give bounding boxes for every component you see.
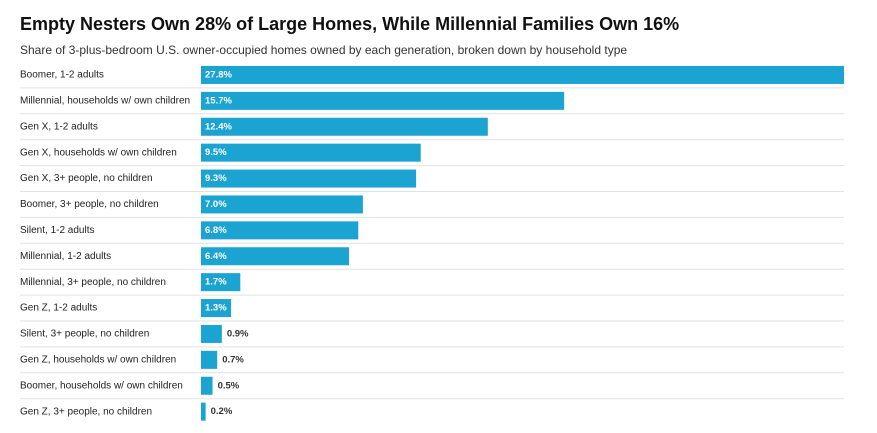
bar bbox=[201, 65, 844, 84]
category-label: Gen Z, 1-2 adults bbox=[20, 303, 97, 314]
category-label: Gen X, 3+ people, no children bbox=[20, 173, 153, 184]
value-label: 9.3% bbox=[205, 173, 227, 184]
bar bbox=[201, 376, 213, 395]
bar bbox=[201, 247, 350, 266]
value-label: 0.9% bbox=[227, 328, 249, 339]
category-label: Boomer, households w/ own children bbox=[20, 380, 183, 391]
bar bbox=[201, 350, 218, 369]
category-label: Boomer, 1-2 adults bbox=[20, 70, 104, 81]
value-label: 6.4% bbox=[205, 251, 227, 262]
bar bbox=[201, 169, 417, 188]
category-label: Silent, 1-2 adults bbox=[20, 225, 95, 236]
bar bbox=[201, 324, 222, 343]
category-label: Gen X, households w/ own children bbox=[20, 147, 177, 158]
bar bbox=[201, 91, 565, 110]
category-label: Gen Z, 3+ people, no children bbox=[20, 406, 152, 417]
category-label: Millennial, 1-2 adults bbox=[20, 251, 111, 262]
bar bbox=[201, 273, 241, 292]
bar bbox=[201, 195, 363, 214]
value-label: 0.5% bbox=[218, 380, 240, 391]
chart-title: Empty Nesters Own 28% of Large Homes, Wh… bbox=[20, 14, 679, 34]
bar bbox=[201, 117, 488, 136]
category-label: Boomer, 3+ people, no children bbox=[20, 199, 159, 210]
bar bbox=[201, 221, 359, 240]
chart-subtitle: Share of 3-plus-bedroom U.S. owner-occup… bbox=[20, 43, 627, 57]
value-label: 27.8% bbox=[205, 69, 232, 80]
value-label: 1.3% bbox=[205, 303, 227, 314]
bar bbox=[201, 143, 421, 162]
value-label: 0.2% bbox=[211, 406, 233, 417]
category-label: Millennial, 3+ people, no children bbox=[20, 277, 166, 288]
value-label: 15.7% bbox=[205, 95, 232, 106]
value-label: 9.5% bbox=[205, 147, 227, 158]
bar bbox=[201, 299, 232, 318]
value-label: 6.8% bbox=[205, 225, 227, 236]
category-label: Silent, 3+ people, no children bbox=[20, 329, 149, 340]
category-label: Gen X, 1-2 adults bbox=[20, 121, 98, 132]
bar bbox=[201, 402, 206, 421]
category-label: Gen Z, households w/ own children bbox=[20, 354, 176, 365]
value-label: 0.7% bbox=[222, 354, 244, 365]
value-label: 1.7% bbox=[205, 277, 227, 288]
category-label: Millennial, households w/ own children bbox=[20, 95, 190, 106]
value-label: 12.4% bbox=[205, 121, 232, 132]
value-label: 7.0% bbox=[205, 199, 227, 210]
